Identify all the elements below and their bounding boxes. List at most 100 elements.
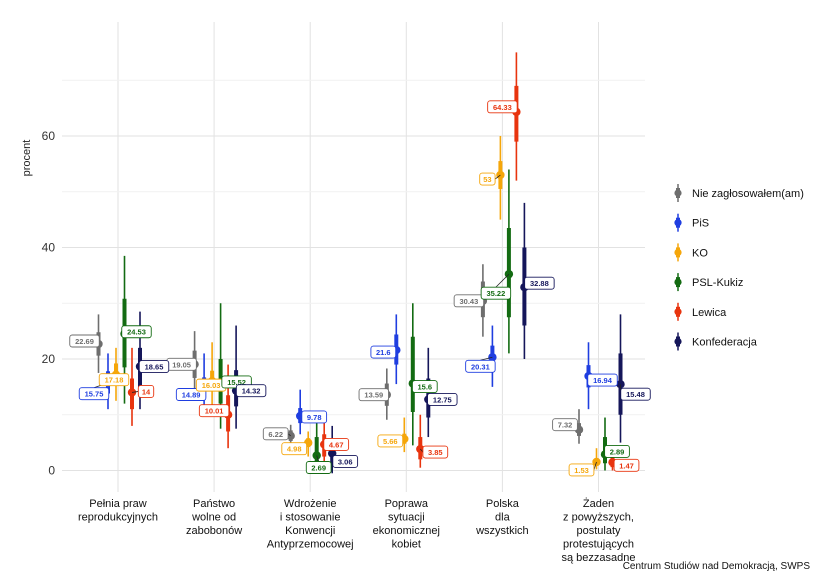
value-label-box (98, 373, 130, 387)
legend: Nie zagłosowałem(am) PiS KO PSL-Kukiz Lewica… (674, 184, 804, 351)
value-label-text: 19.05 (172, 360, 191, 369)
value-label: 2.69 (305, 455, 332, 474)
value-label-box (332, 454, 359, 468)
legend-key-point (674, 337, 682, 346)
value-label-text: 53 (483, 175, 491, 184)
value-label-text: 64.33 (493, 103, 512, 112)
value-label-text: 1.47 (619, 461, 634, 470)
caption: Centrum Studiów nad Demokracją, SWPS (623, 561, 811, 572)
value-label-box (422, 445, 449, 459)
legend-key-point (674, 278, 682, 286)
x-category-label: Poprawa sytuacji ekonomicznej kobiet (373, 498, 440, 551)
x-category-label: Wdrożenie i stosowanie Konwencji Antyprzemo… (267, 498, 354, 551)
value-label-box (480, 286, 512, 300)
value-label-box (301, 410, 328, 424)
legend-key-point (674, 248, 682, 256)
value-label-box (69, 334, 100, 348)
value-label: 13.59 (358, 388, 389, 402)
value-label-box (427, 392, 458, 406)
value-label-box (198, 404, 230, 418)
value-label-box (411, 380, 438, 393)
legend-item-pis: PiS (674, 213, 709, 232)
x-category-label: Pełnia praw reprodukcyjnych (78, 498, 158, 524)
value-label: 9.78 (301, 410, 328, 424)
value-label: 20.31 (465, 356, 496, 373)
value-label-text: 16.94 (593, 376, 613, 385)
value-label-text: 15.48 (626, 390, 645, 399)
legend-item-ko: KO (674, 243, 708, 262)
value-label-text: 15.6 (417, 383, 432, 392)
value-label-box (604, 444, 630, 458)
value-label: 22.69 (69, 334, 100, 348)
legend-key-point (674, 189, 682, 197)
legend-key-point (674, 219, 682, 227)
value-label-box (262, 427, 289, 441)
value-label: 64.33 (487, 100, 518, 114)
grid (62, 22, 645, 492)
value-label: 19.05 (166, 357, 197, 371)
value-label-box (453, 294, 485, 308)
value-label: 15.48 (620, 384, 651, 401)
value-label-box (487, 100, 518, 114)
label-leader-line (131, 391, 139, 393)
y-tick-label: 20 (42, 352, 56, 366)
value-label: 35.22 (480, 273, 512, 300)
value-label: 18.65 (138, 360, 170, 373)
value-label-box (137, 385, 155, 398)
value-label-box (78, 387, 110, 401)
value-label-text: 35.22 (487, 289, 506, 298)
value-label-box (552, 418, 578, 432)
value-labels: 22.69 19.05 6.22 13.59 30.43 7.32 15.75 14.89 9.… (69, 100, 651, 477)
legend-label: PiS (692, 218, 709, 230)
series-pis (103, 314, 593, 435)
value-label-text: 30.43 (460, 297, 479, 306)
value-label-box (323, 438, 350, 451)
value-label: 24.53 (121, 325, 152, 339)
legend-label: Lewica (692, 307, 727, 319)
value-label-text: 6.22 (268, 430, 283, 439)
value-label-text: 15.52 (227, 378, 246, 387)
value-label: 16.94 (587, 373, 618, 387)
value-label-box (524, 276, 555, 290)
value-label: 15.6 (411, 380, 438, 393)
value-label-text: 14.89 (182, 390, 201, 399)
value-label-text: 14 (142, 387, 151, 396)
y-tick-label: 60 (42, 129, 56, 143)
value-label-box (587, 373, 618, 387)
value-label-box (620, 387, 651, 401)
value-label-text: 24.53 (127, 328, 146, 337)
value-label: 14 (131, 385, 155, 398)
value-label: 2.89 (604, 444, 630, 458)
value-label: 10.01 (198, 404, 230, 418)
series-konfederacja (135, 202, 625, 474)
value-label: 4.67 (323, 438, 350, 451)
series-layer (94, 52, 625, 474)
value-label-text: 5.66 (383, 437, 398, 446)
value-label: 3.06 (332, 454, 359, 468)
value-label-box (479, 172, 496, 186)
value-label-text: 12.75 (433, 395, 452, 404)
value-label-box (235, 384, 267, 398)
y-axis-title: procent (21, 140, 33, 177)
value-label: 4.98 (281, 442, 308, 456)
value-label-box (121, 325, 152, 339)
value-label: 14.32 (235, 384, 267, 398)
value-label-text: 14.32 (242, 387, 261, 396)
x-category-label: Państwo wolne od zabobonów (186, 498, 242, 537)
value-label-text: 32.88 (530, 279, 549, 288)
value-label-box (138, 360, 170, 373)
value-label-box (358, 388, 389, 402)
y-axis: 0 20 40 60 (42, 129, 56, 478)
x-axis: Pełnia praw reprodukcyjnych Państwo wolne o… (78, 497, 636, 564)
legend-label: Nie zagłosowałem(am) (692, 188, 804, 200)
series-ko (111, 136, 601, 470)
value-label-box (305, 461, 332, 474)
legend-item-konfederacja: Konfederacja (674, 332, 758, 351)
value-label: 30.43 (453, 294, 485, 308)
legend-item-nie-zaglosowalem-am: Nie zagłosowałem(am) (674, 184, 804, 202)
value-label: 32.88 (524, 276, 555, 290)
value-label-text: 7.32 (558, 421, 573, 430)
x-category-label: Polska dla wszystkich (475, 498, 529, 537)
legend-label: KO (692, 247, 708, 259)
value-label-text: 16.03 (202, 381, 221, 390)
